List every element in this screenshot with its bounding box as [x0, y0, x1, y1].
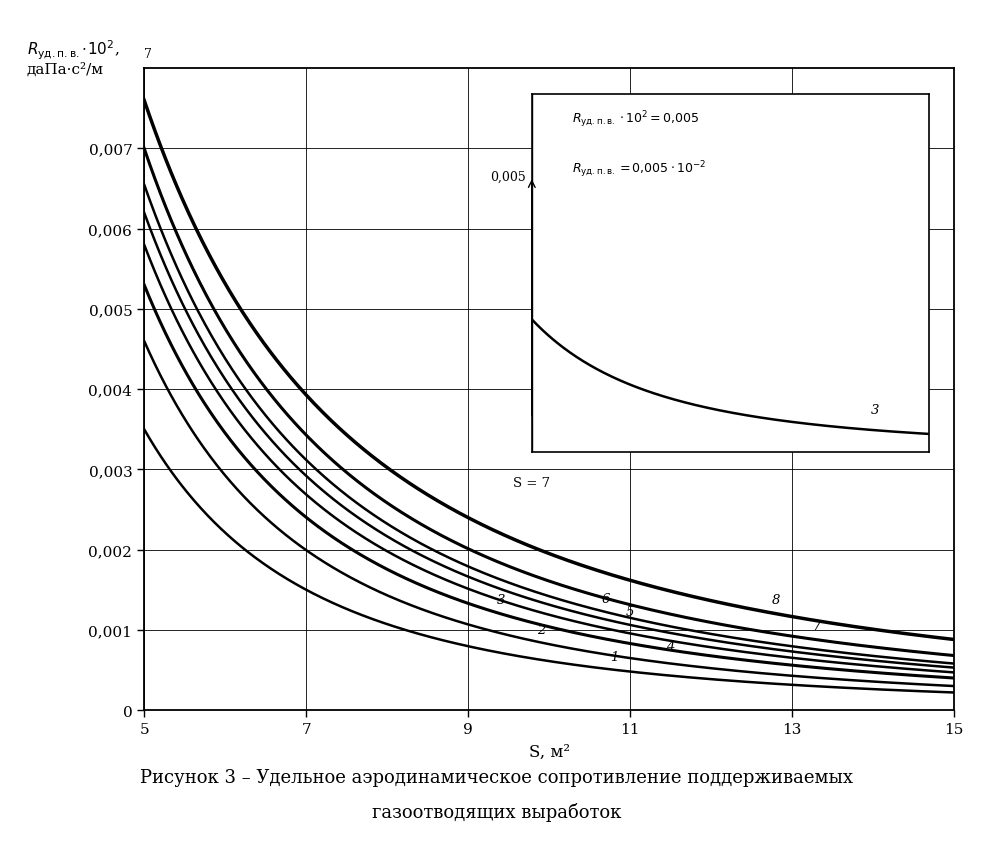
Text: 7: 7	[144, 48, 152, 61]
Text: $R_{\rm уд.п.в.}\cdot10^{2}=0{,}005$: $R_{\rm уд.п.в.}\cdot10^{2}=0{,}005$	[572, 109, 699, 129]
Text: Рисунок 3 – Удельное аэродинамическое сопротивление поддерживаемых: Рисунок 3 – Удельное аэродинамическое со…	[140, 768, 854, 786]
Text: 3: 3	[496, 593, 505, 606]
Text: $R_{\rm уд.п.в.}=0{,}005\cdot10^{-2}$: $R_{\rm уд.п.в.}=0{,}005\cdot10^{-2}$	[572, 159, 706, 180]
Text: даПа·с²/м: даПа·с²/м	[27, 62, 103, 77]
Text: газоотводящих выработок: газоотводящих выработок	[373, 802, 621, 821]
Text: 5: 5	[626, 605, 634, 618]
Text: $R_{\rm уд.п.в.}\!\cdot\!10^{2}$,: $R_{\rm уд.п.в.}\!\cdot\!10^{2}$,	[27, 39, 119, 62]
Text: 0,005: 0,005	[490, 170, 526, 183]
Text: 6: 6	[601, 592, 610, 605]
Text: 3: 3	[871, 404, 879, 417]
X-axis label: S, м²: S, м²	[529, 743, 570, 760]
Text: 7: 7	[812, 619, 821, 632]
Text: 8: 8	[771, 593, 780, 606]
Text: 2: 2	[537, 623, 546, 636]
Text: S = 7: S = 7	[513, 477, 551, 490]
Text: 4: 4	[667, 640, 675, 653]
Text: 1: 1	[609, 651, 618, 664]
